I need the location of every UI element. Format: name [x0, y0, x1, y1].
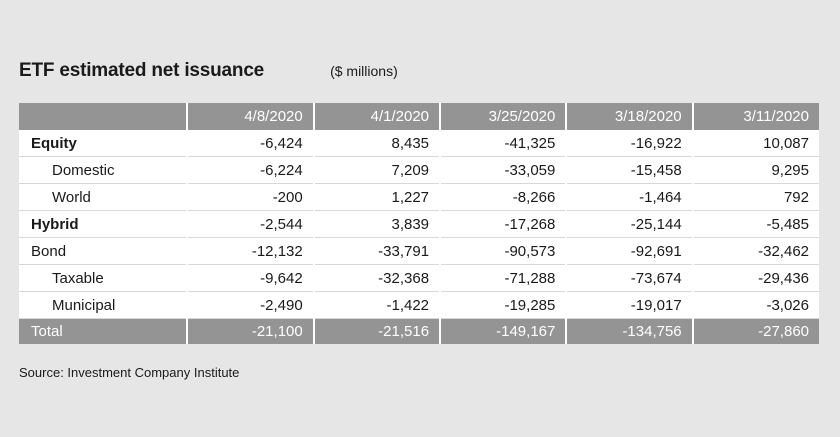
table-row-world: World -200 1,227 -8,266 -1,464 792: [19, 183, 819, 211]
table-cell: 792: [691, 183, 819, 211]
table-cell: -71,288: [439, 264, 567, 292]
header-row: 4/8/2020 4/1/2020 3/25/2020 3/18/2020 3/…: [19, 103, 819, 130]
table-cell: -33,059: [439, 156, 567, 184]
table-cell: -15,458: [565, 156, 693, 184]
row-label: Bond: [19, 237, 188, 265]
table-cell: -21,516: [312, 318, 441, 344]
table-cell: -12,132: [186, 237, 314, 265]
table-cell: -41,325: [439, 130, 567, 157]
row-label: Taxable: [19, 264, 188, 292]
table-row-equity: Equity -6,424 8,435 -41,325 -16,922 10,0…: [19, 130, 819, 157]
table-cell: -27,860: [691, 318, 819, 344]
table-cell: 7,209: [312, 156, 441, 184]
table-cell: -32,368: [312, 264, 441, 292]
table-cell: -90,573: [439, 237, 567, 265]
row-label: World: [19, 183, 188, 211]
table-row-municipal: Municipal -2,490 -1,422 -19,285 -19,017 …: [19, 291, 819, 319]
row-label: Municipal: [19, 291, 188, 319]
table-cell: -149,167: [439, 318, 567, 344]
column-header: 3/25/2020: [439, 103, 567, 130]
table-cell: 9,295: [691, 156, 819, 184]
table-cell: -73,674: [565, 264, 693, 292]
row-label: Hybrid: [19, 210, 188, 238]
table-cell: -33,791: [312, 237, 441, 265]
header-stub: [19, 103, 188, 130]
table-subtitle: ($ millions): [330, 63, 398, 79]
column-header: 4/1/2020: [312, 103, 441, 130]
table-cell: -5,485: [691, 210, 819, 238]
table-cell: -29,436: [691, 264, 819, 292]
table-cell: -9,642: [186, 264, 314, 292]
table-cell: -2,490: [186, 291, 314, 319]
column-header: 4/8/2020: [186, 103, 314, 130]
table-title: ETF estimated net issuance: [19, 60, 265, 81]
table-cell: 3,839: [312, 210, 441, 238]
table-cell: -1,464: [565, 183, 693, 211]
table-cell: -3,026: [691, 291, 819, 319]
row-label: Domestic: [19, 156, 188, 184]
table-cell: 10,087: [691, 130, 819, 157]
table-cell: -32,462: [691, 237, 819, 265]
source-note: Source: Investment Company Institute: [19, 365, 240, 380]
row-label: Total: [19, 318, 188, 344]
table-row-hybrid: Hybrid -2,544 3,839 -17,268 -25,144 -5,4…: [19, 210, 819, 238]
row-label: Equity: [19, 130, 188, 157]
table-row-domestic: Domestic -6,224 7,209 -33,059 -15,458 9,…: [19, 156, 819, 184]
issuance-table: 4/8/2020 4/1/2020 3/25/2020 3/18/2020 3/…: [19, 103, 819, 344]
table-cell: 1,227: [312, 183, 441, 211]
table-cell: -21,100: [186, 318, 314, 344]
table-cell: 8,435: [312, 130, 441, 157]
table-cell: -16,922: [565, 130, 693, 157]
table-cell: -6,224: [186, 156, 314, 184]
table-row-total: Total -21,100 -21,516 -149,167 -134,756 …: [19, 318, 819, 344]
table-cell: -200: [186, 183, 314, 211]
column-header: 3/11/2020: [691, 103, 819, 130]
table-cell: -17,268: [439, 210, 567, 238]
table-cell: -25,144: [565, 210, 693, 238]
table-cell: -92,691: [565, 237, 693, 265]
table-cell: -19,017: [565, 291, 693, 319]
table-cell: -2,544: [186, 210, 314, 238]
table-row-taxable: Taxable -9,642 -32,368 -71,288 -73,674 -…: [19, 264, 819, 292]
table-cell: -1,422: [312, 291, 441, 319]
table-cell: -134,756: [565, 318, 693, 344]
column-header: 3/18/2020: [565, 103, 693, 130]
table-row-bond: Bond -12,132 -33,791 -90,573 -92,691 -32…: [19, 237, 819, 265]
title-row: ETF estimated net issuance ($ millions): [19, 60, 398, 86]
table-cell: -19,285: [439, 291, 567, 319]
table-cell: -6,424: [186, 130, 314, 157]
table-cell: -8,266: [439, 183, 567, 211]
